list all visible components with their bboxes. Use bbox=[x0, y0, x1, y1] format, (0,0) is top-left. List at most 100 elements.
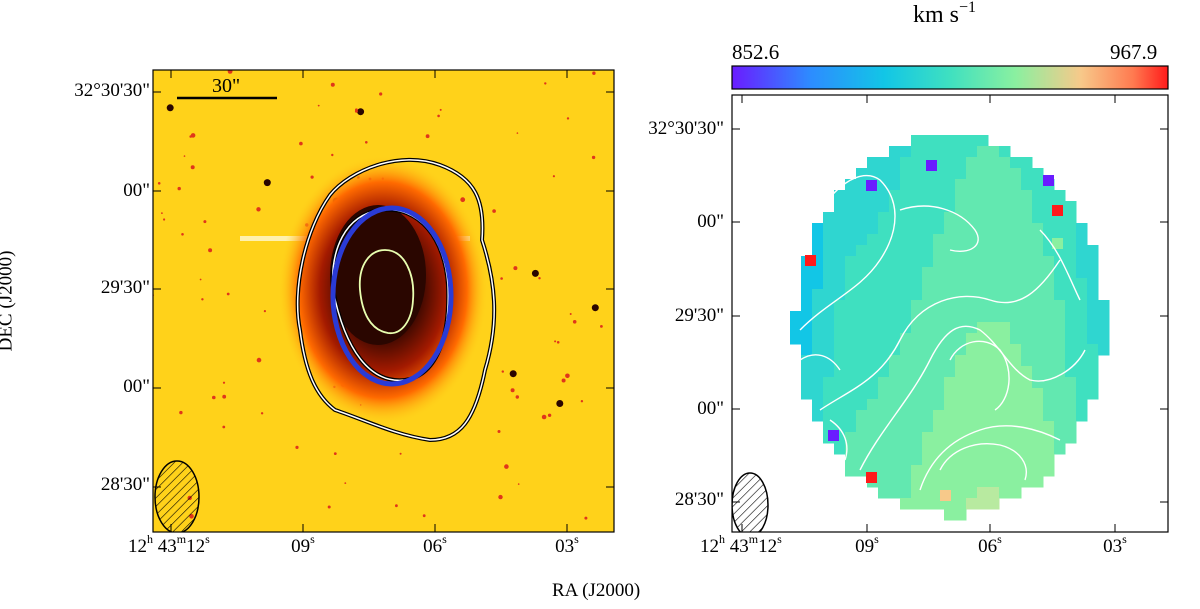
velocity-pixel bbox=[878, 322, 890, 334]
left-ytick-label: 00" bbox=[123, 376, 150, 397]
star bbox=[501, 370, 504, 373]
star bbox=[201, 298, 204, 301]
velocity-pixel bbox=[966, 421, 978, 433]
velocity-pixel bbox=[900, 278, 912, 290]
velocity-pixel bbox=[1021, 179, 1033, 191]
velocity-pixel bbox=[801, 311, 813, 323]
velocity-pixel bbox=[944, 322, 956, 334]
velocity-pixel bbox=[988, 267, 1000, 279]
star bbox=[515, 395, 519, 399]
velocity-pixel bbox=[944, 410, 956, 422]
velocity-pixel bbox=[933, 168, 945, 180]
velocity-pixel bbox=[955, 190, 967, 202]
velocity-pixel bbox=[955, 256, 967, 268]
velocity-pixel bbox=[1032, 168, 1044, 180]
velocity-pixel bbox=[966, 322, 978, 334]
star bbox=[510, 388, 515, 393]
xtick-s-unit: s bbox=[205, 532, 210, 546]
velocity-pixel bbox=[878, 333, 890, 345]
star bbox=[222, 381, 226, 384]
velocity-pixel bbox=[834, 399, 846, 411]
velocity-pixel bbox=[1065, 256, 1077, 268]
velocity-pixel bbox=[823, 322, 835, 334]
velocity-pixel bbox=[900, 234, 912, 246]
velocity-pixel bbox=[1021, 388, 1033, 400]
right-ytick-label: 32°30'30" bbox=[648, 118, 724, 139]
velocity-pixel bbox=[933, 179, 945, 191]
velocity-pixel bbox=[1021, 344, 1033, 356]
velocity-pixel bbox=[922, 245, 934, 257]
velocity-pixel bbox=[1032, 443, 1044, 455]
velocity-pixel bbox=[922, 223, 934, 235]
velocity-pixel bbox=[856, 223, 868, 235]
velocity-pixel bbox=[845, 432, 857, 444]
star bbox=[256, 207, 261, 212]
velocity-pixel bbox=[977, 322, 989, 334]
star bbox=[591, 304, 599, 312]
velocity-pixel bbox=[944, 465, 956, 477]
velocity-pixel bbox=[933, 410, 945, 422]
velocity-pixel bbox=[955, 487, 967, 499]
velocity-pixel bbox=[966, 245, 978, 257]
velocity-pixel bbox=[1021, 168, 1033, 180]
velocity-pixel bbox=[955, 432, 967, 444]
velocity-pixel bbox=[823, 333, 835, 345]
velocity-pixel bbox=[911, 146, 923, 158]
velocity-pixel bbox=[922, 311, 934, 323]
velocity-pixel bbox=[856, 399, 868, 411]
velocity-pixel bbox=[845, 421, 857, 433]
right-frame bbox=[731, 94, 1169, 533]
velocity-pixel bbox=[834, 223, 846, 235]
star bbox=[516, 132, 519, 134]
star bbox=[190, 165, 195, 170]
velocity-pixel bbox=[1032, 410, 1044, 422]
velocity-pixel bbox=[867, 289, 879, 301]
velocity-pixel bbox=[1043, 388, 1055, 400]
star bbox=[227, 70, 233, 74]
velocity-pixel bbox=[1032, 201, 1044, 213]
velocity-pixel bbox=[867, 377, 879, 389]
velocity-pixel bbox=[944, 234, 956, 246]
colorbar-max-label: 967.9 bbox=[1110, 40, 1158, 64]
velocity-pixel bbox=[1032, 454, 1044, 466]
velocity-pixel bbox=[977, 399, 989, 411]
velocity-pixel bbox=[1054, 245, 1066, 257]
velocity-contour bbox=[819, 259, 1061, 411]
velocity-pixel-edge bbox=[1043, 175, 1054, 186]
velocity-pixel bbox=[1087, 245, 1099, 257]
star bbox=[504, 464, 509, 469]
velocity-pixel bbox=[1010, 465, 1022, 477]
star bbox=[552, 175, 556, 178]
velocity-pixel bbox=[878, 366, 890, 378]
velocity-pixel bbox=[988, 168, 1000, 180]
star bbox=[317, 104, 320, 107]
velocity-pixel bbox=[900, 465, 912, 477]
velocity-pixel bbox=[1065, 366, 1077, 378]
velocity-pixel bbox=[878, 355, 890, 367]
velocity-pixel bbox=[1076, 267, 1088, 279]
colorbar-unit-exp: −1 bbox=[959, 0, 977, 16]
star bbox=[161, 212, 163, 215]
velocity-pixel bbox=[1032, 377, 1044, 389]
velocity-pixel bbox=[944, 190, 956, 202]
velocity-pixel bbox=[889, 487, 901, 499]
velocity-pixel bbox=[1098, 300, 1110, 312]
velocity-pixel bbox=[933, 300, 945, 312]
velocity-pixel bbox=[1087, 278, 1099, 290]
velocity-pixel bbox=[845, 399, 857, 411]
velocity-pixel bbox=[999, 267, 1011, 279]
velocity-pixel bbox=[1021, 190, 1033, 202]
velocity-pixel bbox=[878, 432, 890, 444]
velocity-pixel bbox=[1021, 322, 1033, 334]
velocity-pixel bbox=[878, 212, 890, 224]
velocity-pixel bbox=[889, 256, 901, 268]
velocity-pixel bbox=[988, 223, 1000, 235]
velocity-pixel bbox=[845, 355, 857, 367]
velocity-pixel bbox=[867, 223, 879, 235]
velocity-pixel bbox=[944, 256, 956, 268]
velocity-pixel bbox=[812, 311, 824, 323]
velocity-pixel bbox=[900, 410, 912, 422]
velocity-pixel bbox=[878, 289, 890, 301]
velocity-pixel bbox=[999, 410, 1011, 422]
